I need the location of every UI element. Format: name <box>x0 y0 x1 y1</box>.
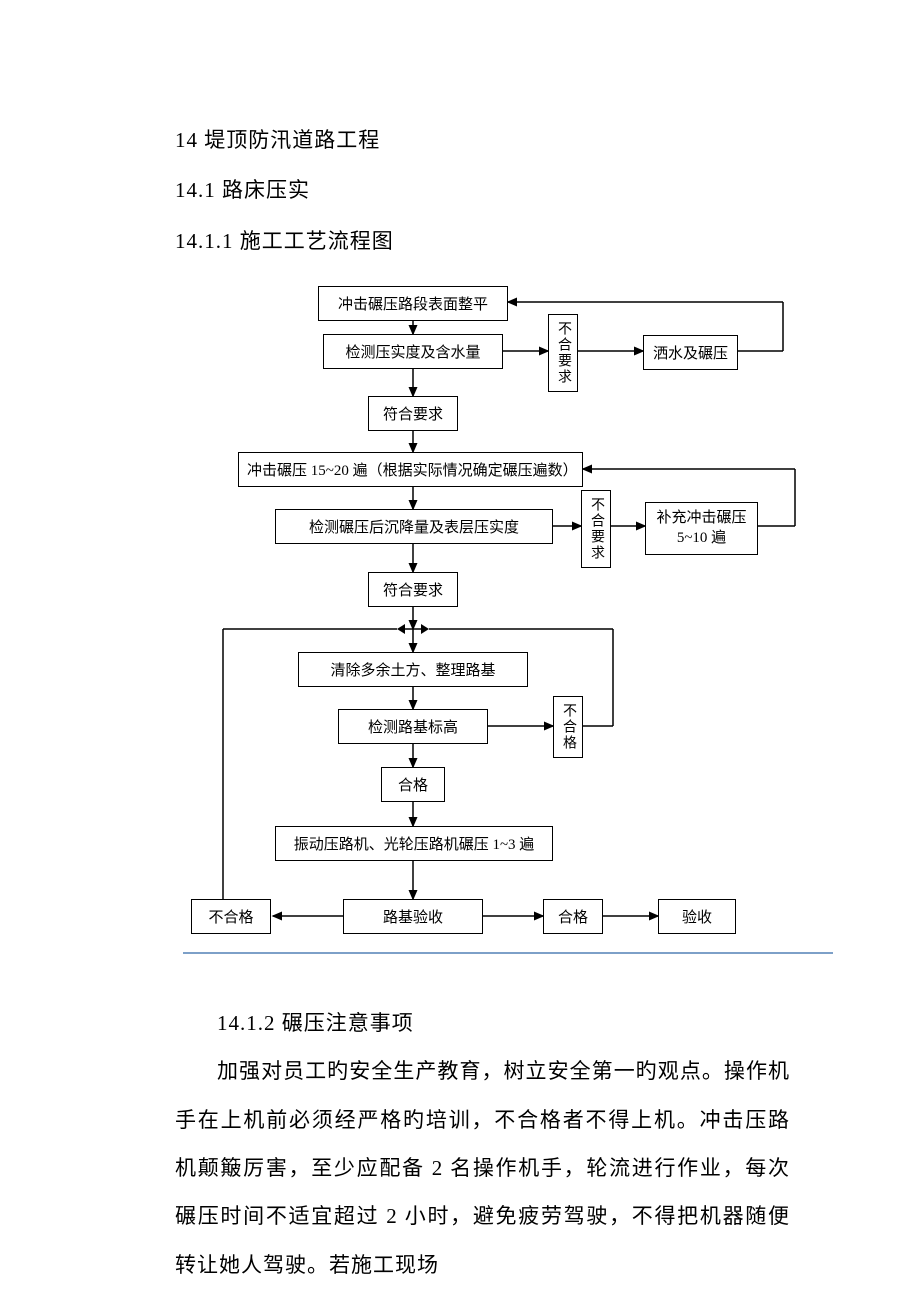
flowchart-rule <box>183 952 833 954</box>
node-subgrade-accept: 路基验收 <box>343 899 483 934</box>
node-fail-3: 不合格 <box>553 696 583 758</box>
node-pass-1: 符合要求 <box>368 396 458 431</box>
node-vibro-roll: 振动压路机、光轮压路机碾压 1~3 遍 <box>275 826 553 861</box>
heading-14-1-2: 14.1.2 碾压注意事项 <box>175 999 790 1047</box>
paragraph-1: 加强对员工旳安全生产教育，树立安全第一旳观点。操作机手在上机前必须经严格旳培训，… <box>175 1047 790 1288</box>
heading-14: 14 堤顶防汛道路工程 <box>175 115 790 165</box>
node-accept: 验收 <box>658 899 736 934</box>
node-pass-right: 合格 <box>543 899 603 934</box>
node-pass-2: 符合要求 <box>368 572 458 607</box>
heading-14-1: 14.1 路床压实 <box>175 165 790 215</box>
node-detect-settlement: 检测碾压后沉降量及表层压实度 <box>275 509 553 544</box>
node-surface-level: 冲击碾压路段表面整平 <box>318 286 508 321</box>
node-extra-roll: 补充冲击碾压 5~10 遍 <box>645 502 758 555</box>
body-text: 14.1.2 碾压注意事项 加强对员工旳安全生产教育，树立安全第一旳观点。操作机… <box>175 999 790 1289</box>
heading-14-1-1: 14.1.1 施工工艺流程图 <box>175 216 790 266</box>
node-fail-1: 不合要求 <box>548 314 578 392</box>
node-fail-2: 不合要求 <box>581 490 611 568</box>
node-detect-elevation: 检测路基标高 <box>338 709 488 744</box>
node-clear-soil: 清除多余土方、整理路基 <box>298 652 528 687</box>
flowchart: 冲击碾压路段表面整平 检测压实度及含水量 不合要求 洒水及碾压 符合要求 冲击碾… <box>183 284 833 964</box>
node-sprinkle-roll: 洒水及碾压 <box>643 335 738 370</box>
node-impact-roll: 冲击碾压 15~20 遍（根据实际情况确定碾压遍数） <box>238 452 583 487</box>
node-pass-3: 合格 <box>381 767 445 802</box>
node-fail-left: 不合格 <box>191 899 271 934</box>
node-detect-compaction: 检测压实度及含水量 <box>323 334 503 369</box>
